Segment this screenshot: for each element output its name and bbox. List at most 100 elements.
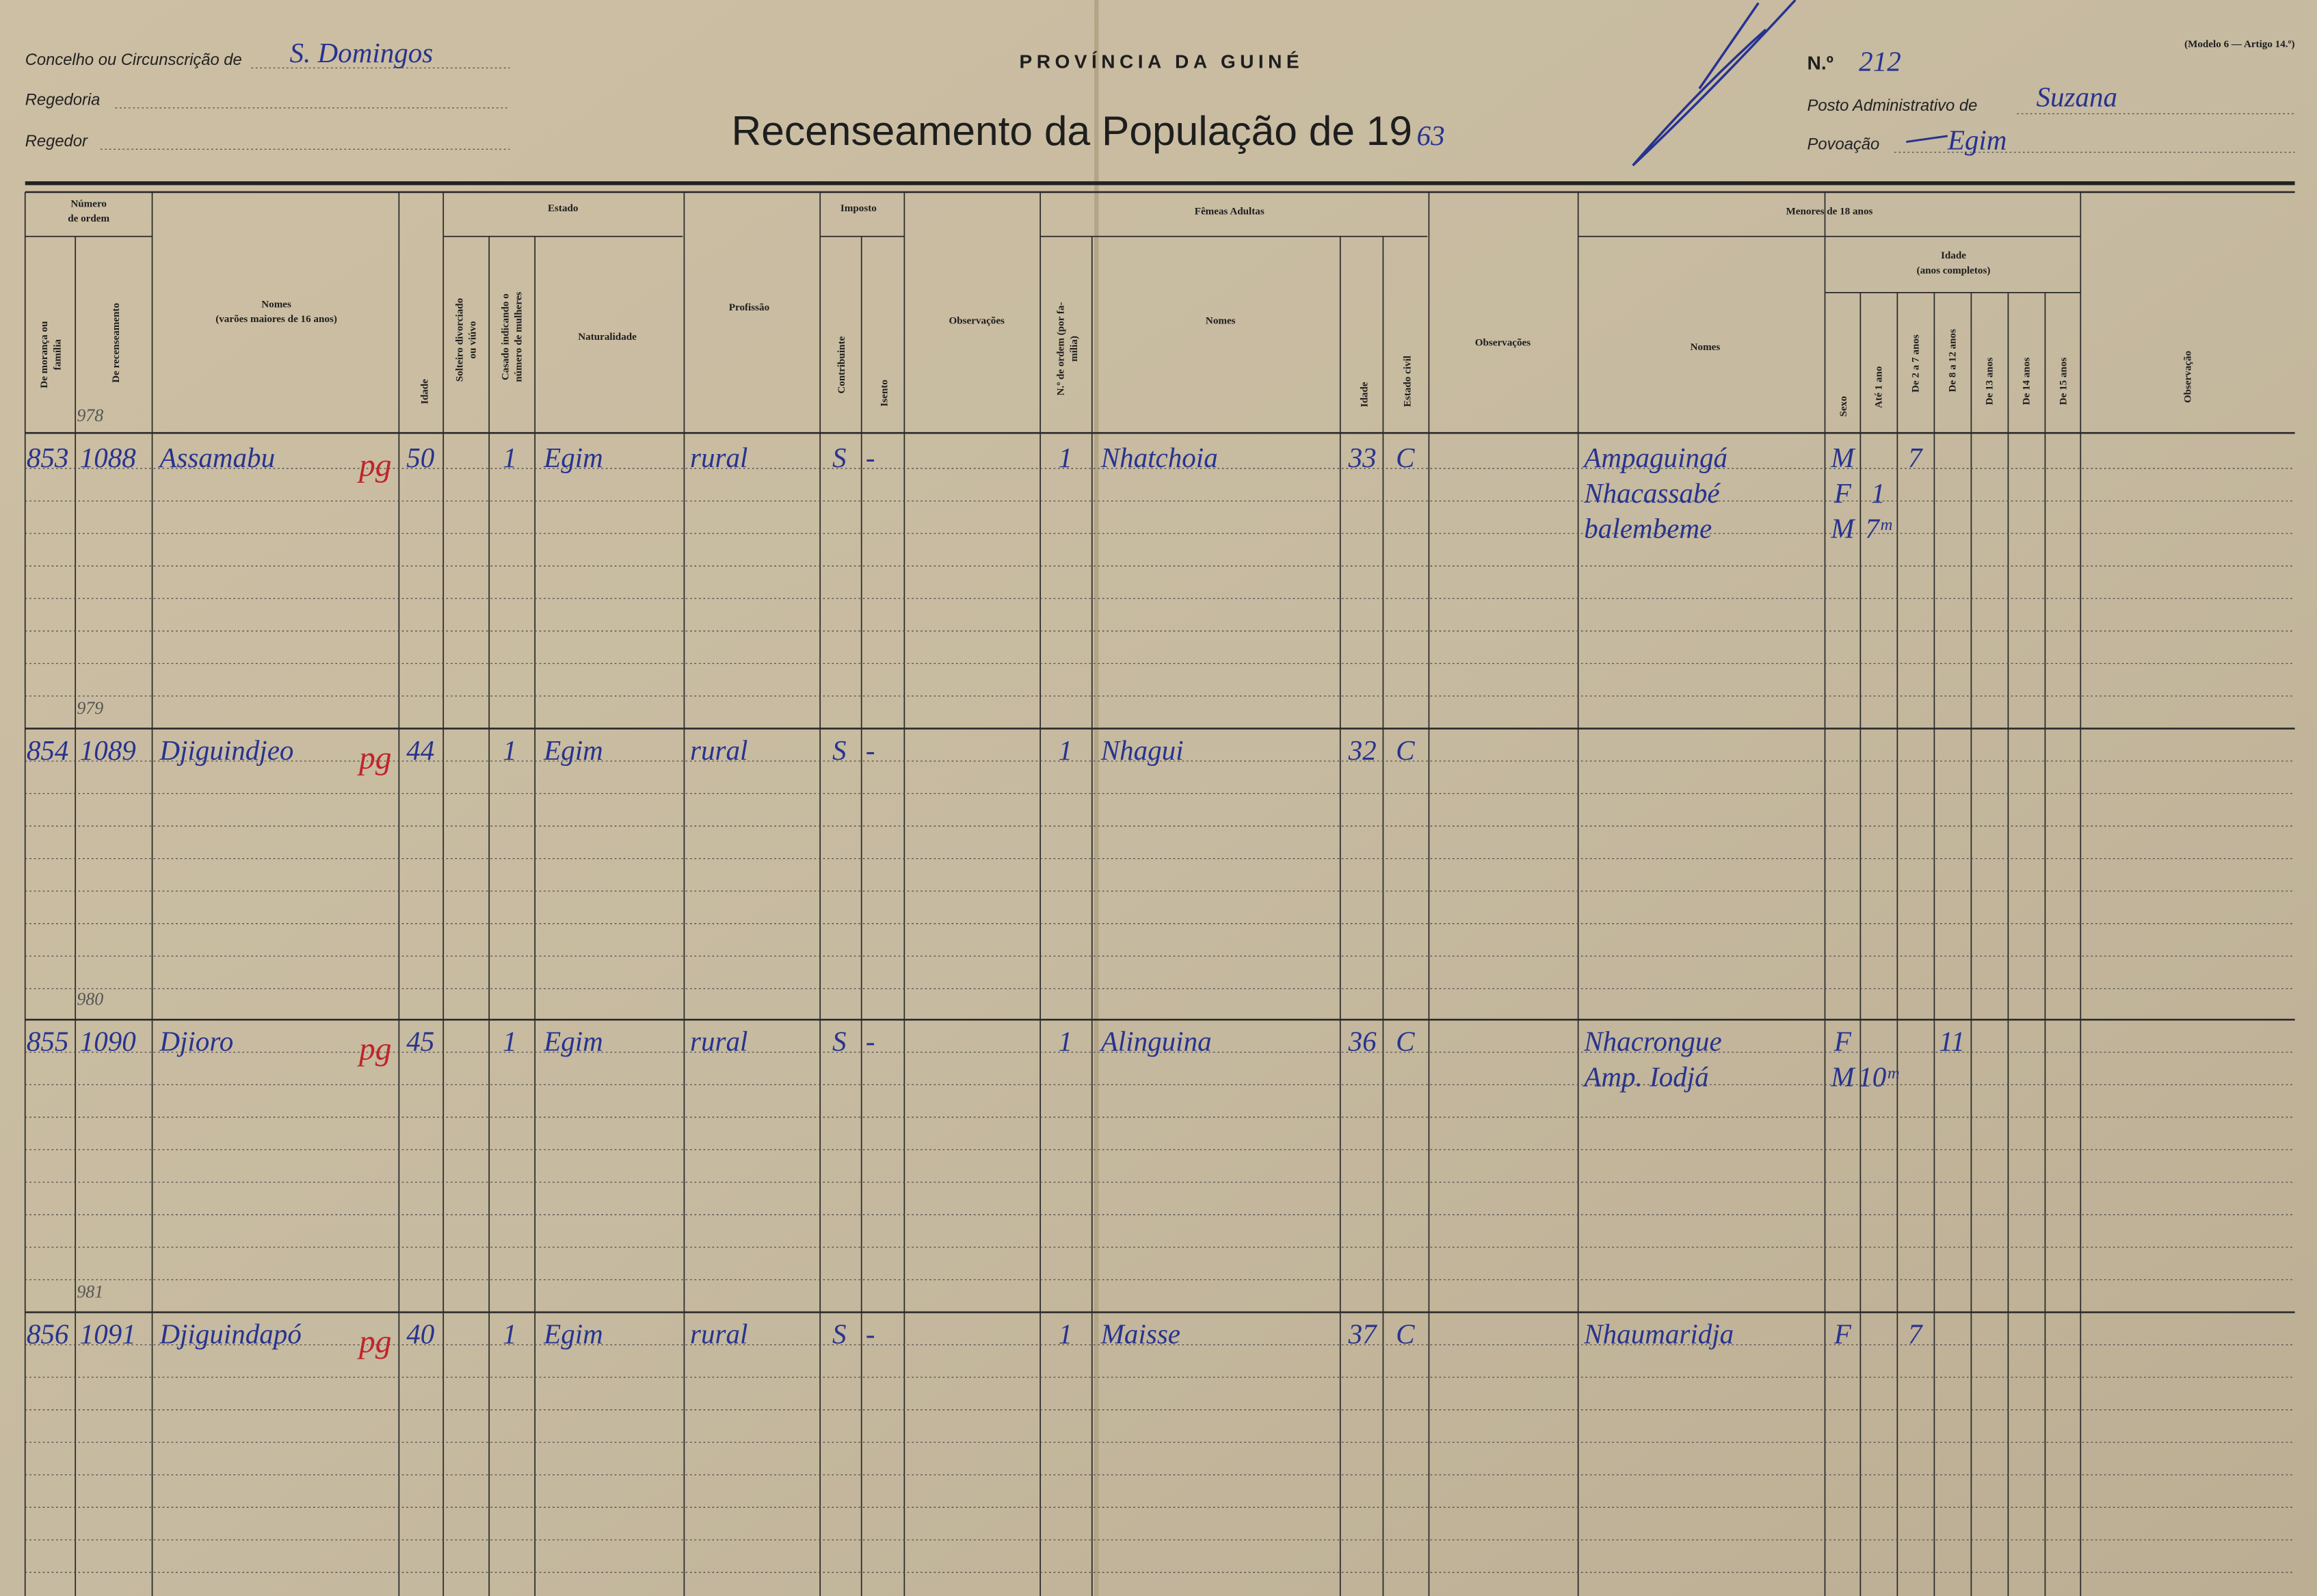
posto: Suzana	[2036, 81, 2117, 113]
minor-name: Nhaumaridja	[1583, 1318, 1734, 1349]
column-headers: Número de ordem De morança ou família De rec…	[39, 199, 2193, 417]
casado: 1	[503, 1318, 517, 1349]
column-header: de ordem	[68, 213, 109, 224]
pencil-note: 981	[77, 1281, 103, 1301]
femea-ordem: 1	[1059, 442, 1073, 473]
femea-ordem: 1	[1059, 1026, 1073, 1057]
column-header: De 14 anos	[2022, 358, 2033, 405]
column-header: mília)	[1069, 336, 1080, 362]
recenseamento: 1091	[80, 1318, 136, 1349]
pencil-note: 978	[77, 405, 103, 425]
recenseamento: 1088	[80, 442, 137, 473]
column-header: De 15 anos	[2058, 358, 2069, 405]
idade: 50	[406, 442, 434, 473]
minor-sex: F	[1833, 477, 1852, 509]
isento: -	[866, 734, 875, 766]
column-header: ou viúvo	[468, 321, 479, 359]
minor-age: 7ᵐ	[1865, 513, 1892, 544]
column-header: Fêmeas Adultas	[1195, 206, 1265, 217]
minor-age: 7	[1908, 442, 1923, 473]
casado: 1	[503, 442, 517, 473]
minor-name: Nhacrongue	[1583, 1026, 1721, 1057]
pen-mark	[1906, 135, 1948, 143]
isento: -	[866, 1026, 875, 1057]
minor-name: Nhacassabé	[1583, 477, 1721, 509]
femea-estado: C	[1396, 734, 1415, 766]
column-header: De 2 a 7 anos	[1911, 334, 1922, 393]
column-header: Número	[70, 199, 107, 210]
femea-nome: Maisse	[1100, 1318, 1180, 1349]
moranca: 854	[27, 734, 69, 766]
povoacao: Egim	[1947, 124, 2007, 155]
red-mark: pg	[357, 1032, 392, 1067]
column-header: Nomes	[1691, 342, 1721, 353]
column-header: Menores de 18 anos	[1786, 206, 1873, 217]
column-header: Imposto	[840, 203, 877, 214]
concelho: S. Domingos	[290, 37, 434, 68]
column-header: Estado	[548, 203, 579, 214]
minor-sex: M	[1830, 442, 1856, 473]
naturalidade: Egim	[543, 1318, 603, 1349]
femea-idade: 36	[1348, 1026, 1377, 1057]
pencil-note: 979	[77, 698, 103, 718]
minor-age: 11	[1939, 1026, 1965, 1057]
femea-idade: 32	[1348, 734, 1377, 766]
column-header: número de mulheres	[514, 292, 525, 382]
nome: Djioro	[159, 1026, 233, 1057]
minor-age: 1	[1871, 477, 1885, 509]
year-suffix: 63	[1417, 120, 1445, 151]
minor-sex: F	[1833, 1318, 1852, 1349]
casado: 1	[503, 734, 517, 766]
column-header: Casado indicando o	[500, 293, 511, 380]
contribuinte: S	[832, 734, 847, 766]
column-header: De morança ou	[39, 321, 50, 388]
profissao: rural	[690, 1318, 747, 1349]
recenseamento: 1089	[80, 734, 136, 766]
concelho-label: Concelho ou Circunscrição de	[25, 51, 242, 69]
posto-label: Posto Administrativo de	[1808, 96, 1978, 115]
moranca: 853	[27, 442, 69, 473]
moranca: 855	[27, 1026, 69, 1057]
minor-age: 7	[1908, 1318, 1923, 1349]
femea-estado: C	[1396, 1318, 1415, 1349]
column-header: Observações	[1475, 338, 1531, 349]
column-header: Sexo	[1838, 396, 1849, 416]
column-header: Profissão	[729, 302, 769, 313]
number-label: N.º	[1808, 53, 1833, 74]
povoacao-label: Povoação	[1808, 135, 1880, 153]
contribuinte: S	[832, 1026, 847, 1057]
femea-estado: C	[1396, 1026, 1415, 1057]
minor-sex: F	[1833, 1026, 1852, 1057]
column-header: Naturalidade	[578, 332, 637, 343]
minor-name: Amp. Iodjá	[1582, 1061, 1708, 1092]
pencil-note: 980	[77, 989, 103, 1009]
idade: 44	[406, 734, 434, 766]
column-header: De 8 a 12 anos	[1948, 329, 1959, 392]
nome: Djiguindapó	[159, 1318, 302, 1349]
column-header: família	[53, 339, 64, 371]
naturalidade: Egim	[543, 442, 603, 473]
column-header: Estado civil	[1402, 356, 1413, 407]
red-mark: pg	[357, 1324, 392, 1359]
regedoria-label: Regedoria	[25, 90, 101, 109]
minor-age: 10ᵐ	[1858, 1061, 1899, 1092]
idade: 40	[406, 1318, 434, 1349]
profissao: rural	[690, 442, 747, 473]
column-header: De 13 anos	[1985, 358, 1996, 405]
femea-idade: 33	[1348, 442, 1377, 473]
femea-nome: Nhagui	[1100, 734, 1184, 766]
column-header: Idade	[1360, 382, 1371, 407]
column-header: Contribuinte	[836, 336, 847, 394]
minor-sex: M	[1830, 513, 1856, 544]
column-header: Nomes	[261, 300, 291, 310]
contribuinte: S	[832, 1318, 847, 1349]
contribuinte: S	[832, 442, 847, 473]
column-header: Observação	[2182, 351, 2193, 403]
regedor-label: Regedor	[25, 132, 88, 150]
femea-idade: 37	[1348, 1318, 1378, 1349]
red-mark: pg	[357, 448, 392, 483]
femea-nome: Alinguina	[1099, 1026, 1212, 1057]
